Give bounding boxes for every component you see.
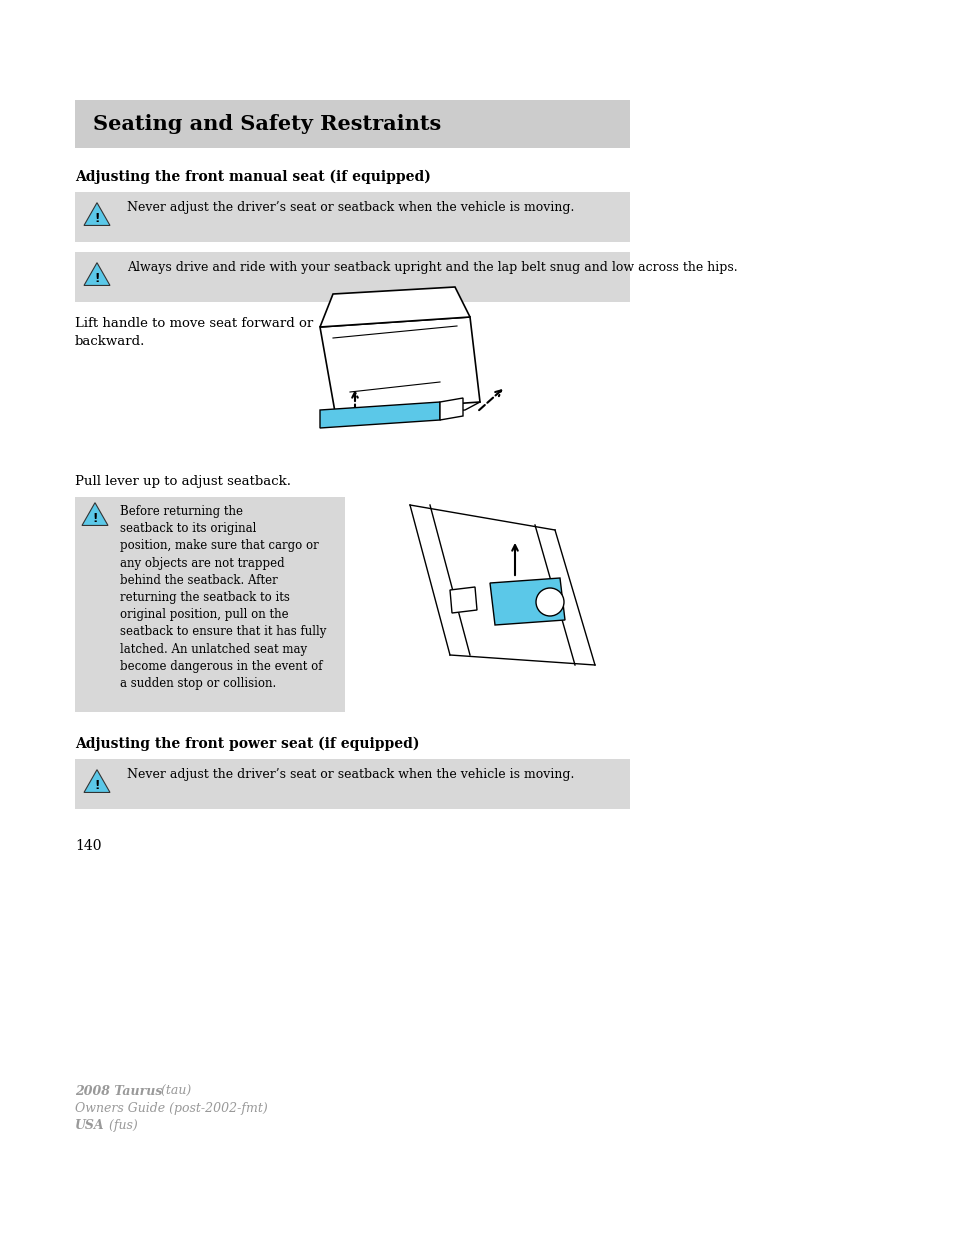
Text: 2008 Taurus: 2008 Taurus: [75, 1086, 162, 1098]
Text: Always drive and ride with your seatback upright and the lap belt snug and low a: Always drive and ride with your seatback…: [127, 261, 737, 274]
Text: Adjusting the front manual seat (if equipped): Adjusting the front manual seat (if equi…: [75, 170, 431, 184]
FancyBboxPatch shape: [75, 760, 629, 809]
FancyBboxPatch shape: [75, 100, 629, 148]
Text: Pull lever up to adjust seatback.: Pull lever up to adjust seatback.: [75, 475, 291, 488]
Text: Never adjust the driver’s seat or seatback when the vehicle is moving.: Never adjust the driver’s seat or seatba…: [127, 768, 574, 781]
Text: (fus): (fus): [105, 1119, 137, 1132]
Text: Adjusting the front power seat (if equipped): Adjusting the front power seat (if equip…: [75, 737, 419, 751]
Polygon shape: [319, 287, 470, 327]
Polygon shape: [84, 203, 110, 226]
FancyBboxPatch shape: [75, 191, 629, 242]
Text: !: !: [92, 513, 97, 525]
Polygon shape: [450, 587, 476, 613]
FancyBboxPatch shape: [75, 496, 345, 713]
Text: !: !: [94, 779, 99, 793]
Polygon shape: [439, 398, 462, 420]
Polygon shape: [84, 769, 110, 793]
Text: Owners Guide (post-2002-fmt): Owners Guide (post-2002-fmt): [75, 1102, 268, 1115]
Polygon shape: [319, 403, 439, 429]
Text: USA: USA: [75, 1119, 105, 1132]
Polygon shape: [82, 503, 108, 525]
Circle shape: [536, 588, 563, 616]
Polygon shape: [490, 578, 564, 625]
Text: Before returning the
seatback to its original
position, make sure that cargo or
: Before returning the seatback to its ori…: [120, 505, 326, 690]
Text: Never adjust the driver’s seat or seatback when the vehicle is moving.: Never adjust the driver’s seat or seatba…: [127, 201, 574, 214]
FancyBboxPatch shape: [75, 252, 629, 303]
Polygon shape: [84, 263, 110, 285]
Text: Lift handle to move seat forward or
backward.: Lift handle to move seat forward or back…: [75, 317, 313, 348]
Text: Seating and Safety Restraints: Seating and Safety Restraints: [92, 114, 441, 135]
Text: (tau): (tau): [157, 1086, 191, 1098]
Text: !: !: [94, 212, 99, 226]
Text: 140: 140: [75, 839, 101, 853]
Text: !: !: [94, 273, 99, 285]
Polygon shape: [319, 317, 479, 412]
